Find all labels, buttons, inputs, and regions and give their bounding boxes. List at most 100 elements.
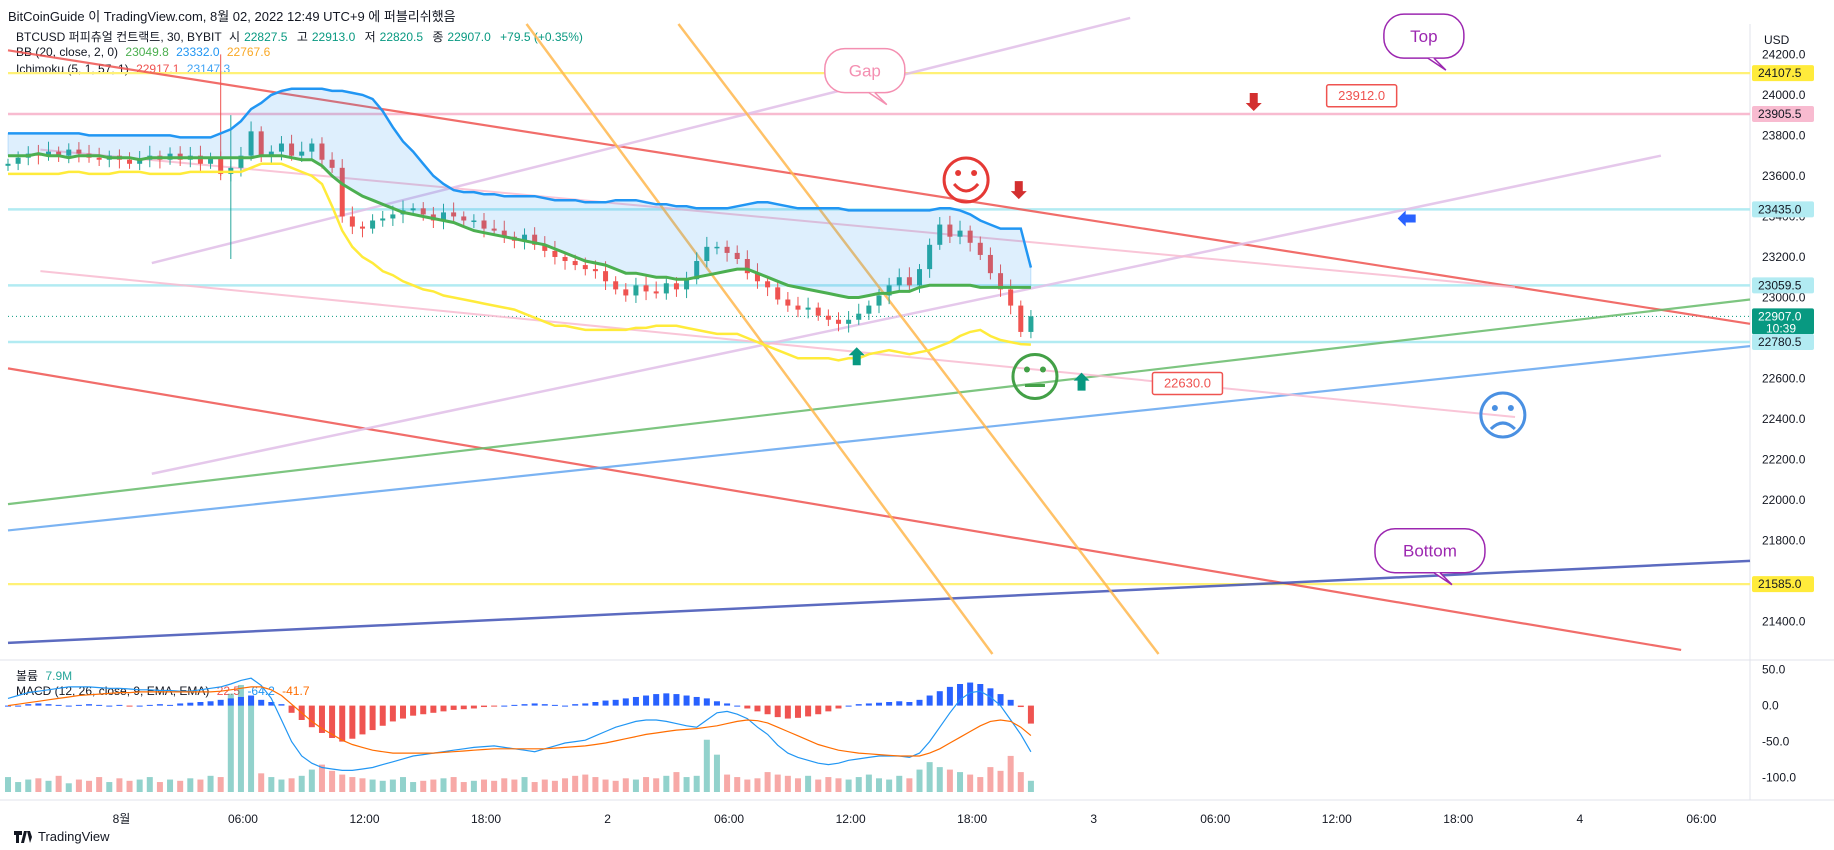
macd-hist-bar	[116, 704, 123, 706]
time-axis-tick: 4	[1577, 812, 1584, 826]
open-value: 22827.5	[244, 30, 288, 44]
volume-bar	[693, 775, 700, 792]
volume-bar	[227, 693, 234, 792]
macd-hist-bar	[45, 704, 52, 706]
footer-brand[interactable]: TradingView	[14, 829, 110, 844]
time-axis-tick: 06:00	[714, 812, 744, 826]
candle-body	[744, 258, 750, 274]
macd-hist-bar	[997, 694, 1004, 706]
price-note-22630: 22630.0	[1151, 371, 1224, 396]
symbol-name[interactable]: BTCUSD 퍼피츄얼 컨트랙트, 30, BYBIT	[16, 30, 222, 44]
macd-hist-bar	[349, 705, 356, 739]
volume-bar	[876, 778, 882, 792]
change-value: +79.5 (+0.35%)	[500, 30, 583, 44]
volume-bar	[906, 778, 913, 792]
price-axis-tick: 22200.0	[1762, 453, 1806, 467]
macd-hist-bar	[126, 705, 133, 707]
face-eye	[955, 169, 962, 176]
macd-hist-bar	[399, 705, 406, 719]
time-axis-tick: 2	[604, 812, 611, 826]
volume-bar	[379, 780, 386, 792]
volume-bar	[86, 780, 93, 792]
macd-hist-bar	[521, 704, 528, 706]
volume-bar	[207, 775, 214, 792]
macd-hist-bar	[197, 702, 204, 706]
price-axis-tick: 23800.0	[1762, 128, 1806, 142]
countdown-label: 10:39	[1766, 321, 1796, 335]
candle-body	[906, 277, 912, 286]
volume-bar	[967, 774, 974, 792]
macd-hist-bar	[1007, 699, 1014, 706]
volume-bar	[957, 772, 964, 792]
candle-body	[1028, 316, 1034, 332]
volume-bar	[582, 774, 589, 792]
macd-hist-bar	[612, 699, 619, 706]
volume-bar	[420, 780, 427, 792]
macd-hist-bar	[643, 695, 650, 706]
gap-callout: Gap	[824, 47, 906, 106]
bb-legend[interactable]: BB (20, close, 2, 0) 23049.8 23332.0 227…	[16, 45, 274, 59]
callout-tail	[1433, 572, 1453, 586]
time-axis-tick: 18:00	[471, 812, 501, 826]
macd-hist-bar	[369, 705, 376, 731]
candle-body	[289, 143, 295, 156]
macd-hist-bar	[886, 702, 893, 706]
face-eye	[1023, 366, 1030, 373]
price-axis-tick: 21800.0	[1762, 534, 1806, 548]
candle-body	[805, 307, 811, 310]
macd-hist-bar	[845, 705, 852, 707]
volume-value: 7.9M	[45, 669, 73, 683]
macd-hist-bar	[1017, 705, 1024, 708]
macd-hist-bar	[491, 705, 498, 707]
time-axis-tick: 12:00	[1322, 812, 1352, 826]
candle-body	[673, 283, 679, 290]
volume-bar	[562, 778, 569, 792]
volume-bar	[470, 780, 477, 792]
volume-bar	[521, 777, 528, 792]
candle-body	[896, 277, 902, 286]
volume-legend[interactable]: 볼륨 7.9M	[16, 667, 76, 684]
callout-text: Bottom	[1403, 542, 1457, 561]
candle-body	[552, 250, 558, 257]
volume-bar	[592, 777, 599, 792]
candle-body	[795, 305, 801, 310]
candle-body	[359, 226, 365, 229]
candle-body	[66, 149, 72, 156]
volume-bar	[713, 754, 720, 792]
candle-body	[603, 271, 609, 282]
open-label: 시	[229, 30, 241, 44]
volume-bar	[491, 780, 498, 792]
macd-hist-bar	[977, 684, 984, 706]
macd-hist-bar	[75, 704, 82, 706]
candle-body	[957, 230, 963, 237]
volume-bar	[349, 777, 356, 792]
candle-body	[572, 261, 578, 266]
pink-trend-line-upper	[40, 148, 1516, 289]
macd-hist-bar	[967, 682, 974, 706]
price-axis-label-bg	[1752, 308, 1814, 335]
volume-bar	[25, 779, 32, 792]
volume-bar	[389, 779, 396, 792]
macd-hist-bar	[339, 705, 346, 742]
volume-bar	[197, 779, 204, 792]
candle-body	[329, 159, 335, 168]
red-trend-line-upper	[7, 49, 1751, 325]
volume-bar	[410, 782, 417, 792]
volume-bar	[268, 777, 275, 792]
candle-body	[967, 230, 973, 243]
macd-hist-bar	[896, 701, 903, 706]
price-axis-label: 23905.5	[1758, 107, 1802, 121]
macd-hist-bar	[572, 704, 579, 706]
volume-bar	[643, 777, 650, 792]
macd-hist-bar	[713, 701, 720, 706]
candle-body	[56, 151, 62, 156]
candle-body	[5, 163, 11, 166]
face-mouth	[952, 182, 980, 193]
candle-body	[299, 151, 305, 156]
volume-bar	[683, 777, 690, 792]
candle-body	[96, 157, 102, 160]
volume-bar	[450, 777, 457, 792]
volume-bar	[399, 777, 406, 792]
